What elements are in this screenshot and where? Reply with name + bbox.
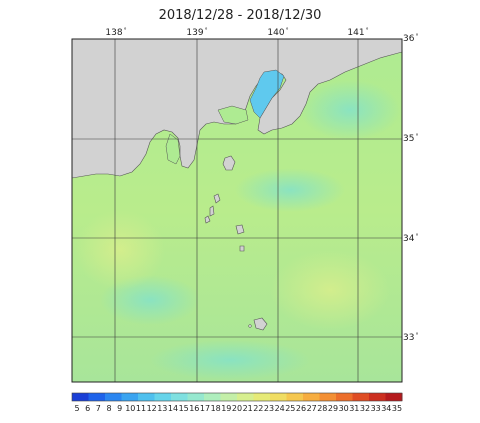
colorbar-tick-label: 17 bbox=[199, 404, 211, 413]
colorbar-swatch bbox=[352, 393, 370, 401]
colorbar-swatch bbox=[88, 393, 106, 401]
lon-label-138: 138° bbox=[105, 27, 127, 38]
colorbar-tick-label: 7 bbox=[95, 404, 101, 413]
lat-label-34: 34° bbox=[403, 233, 419, 244]
niijima bbox=[209, 205, 215, 217]
sst-cool-patch bbox=[300, 80, 400, 140]
colorbar-tick-label: 34 bbox=[381, 404, 392, 413]
sst-warm-patch bbox=[75, 210, 165, 290]
aogashima bbox=[248, 324, 252, 328]
colorbar-swatch bbox=[187, 393, 205, 401]
suruga-bay bbox=[165, 133, 181, 165]
mikurajima bbox=[239, 245, 245, 252]
colorbar-tick-label: 20 bbox=[231, 404, 243, 413]
colorbar-tick-label: 8 bbox=[106, 404, 112, 413]
colorbar-tick-label: 25 bbox=[285, 404, 296, 413]
lat-label-35: 35° bbox=[403, 133, 419, 144]
colorbar-swatch bbox=[72, 393, 89, 401]
colorbar-tick-label: 29 bbox=[327, 404, 339, 413]
colorbar-swatch bbox=[138, 393, 155, 401]
toshima bbox=[213, 193, 221, 204]
miyakejima bbox=[235, 224, 245, 235]
colorbar-swatch bbox=[105, 393, 122, 401]
colorbar-swatch bbox=[286, 393, 304, 401]
colorbar-swatch bbox=[220, 393, 238, 401]
sst-warm-patch bbox=[270, 250, 390, 330]
colorbar-tick-label: 33 bbox=[370, 404, 381, 413]
colorbar-tick-label: 24 bbox=[274, 404, 285, 413]
lon-label-139: 139° bbox=[186, 27, 208, 38]
map-frame bbox=[71, 38, 403, 383]
sst-cool-patch bbox=[235, 168, 345, 212]
colorbar-swatch bbox=[369, 393, 386, 401]
colorbar-tick-label: 5 bbox=[74, 404, 80, 413]
graticule bbox=[72, 39, 402, 382]
colorbar-tick-label: 21 bbox=[242, 404, 253, 413]
colorbar-tick-label: 26 bbox=[295, 404, 307, 413]
colorbar-swatch bbox=[303, 393, 320, 401]
colorbar-tick-label: 14 bbox=[167, 404, 179, 413]
colorbar-swatch bbox=[171, 393, 188, 401]
lat-label-33: 33° bbox=[403, 332, 419, 343]
kozushima bbox=[204, 215, 211, 224]
colorbar-tick-label: 30 bbox=[338, 404, 349, 413]
sst-cool-patch bbox=[150, 340, 310, 380]
colorbar-tick-label: 32 bbox=[359, 404, 371, 413]
colorbar-tick-label: 22 bbox=[253, 404, 264, 413]
colorbar-tick-label: 28 bbox=[317, 404, 328, 413]
lat-label-36: 36° bbox=[403, 33, 419, 44]
colorbar-swatch bbox=[385, 393, 403, 401]
map-title: 2018/12/28 - 2018/12/30 bbox=[158, 8, 322, 23]
colorbar-swatch bbox=[204, 393, 221, 401]
colorbar-swatch bbox=[253, 393, 271, 401]
lon-label-141: 141° bbox=[347, 27, 369, 38]
colorbar-swatch bbox=[270, 393, 287, 401]
tokyo-bay bbox=[249, 69, 285, 119]
colorbar-swatch bbox=[336, 393, 353, 401]
colorbar-tick-label: 31 bbox=[349, 404, 360, 413]
colorbar-tick-label: 19 bbox=[221, 404, 232, 413]
colorbar bbox=[71, 392, 403, 402]
colorbar-swatch bbox=[121, 393, 139, 401]
colorbar-tick-label: 13 bbox=[157, 404, 168, 413]
colorbar-tick-label: 23 bbox=[263, 404, 275, 413]
colorbar-tick-label: 11 bbox=[135, 404, 147, 413]
colorbar-tick-label: 35 bbox=[391, 404, 403, 413]
hachijojima bbox=[253, 317, 268, 331]
colorbar-swatch bbox=[154, 393, 172, 401]
colorbar-tick-label: 18 bbox=[210, 404, 221, 413]
colorbar-swatch bbox=[237, 393, 254, 401]
colorbar-tick-label: 10 bbox=[125, 404, 136, 413]
colorbar-tick-label: 15 bbox=[178, 404, 189, 413]
colorbar-tick-label: 12 bbox=[146, 404, 157, 413]
colorbar-tick-label: 6 bbox=[85, 404, 91, 413]
lon-label-140: 140° bbox=[267, 27, 289, 38]
colorbar-frame bbox=[71, 392, 403, 402]
sagami-bay bbox=[217, 105, 249, 125]
colorbar-tick-label: 16 bbox=[189, 404, 200, 413]
colorbar-tick-label: 9 bbox=[117, 404, 123, 413]
colorbar-swatch bbox=[319, 393, 337, 401]
izu-oshima bbox=[222, 155, 236, 171]
colorbar-tick-label: 27 bbox=[306, 404, 317, 413]
